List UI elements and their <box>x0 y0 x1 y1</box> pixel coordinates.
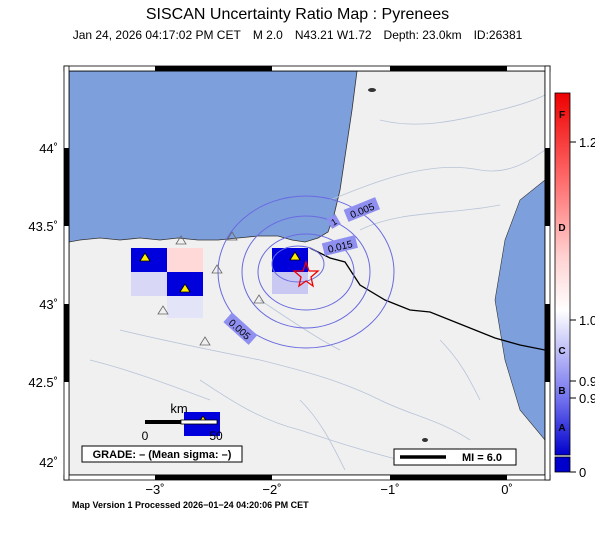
lat-label: 43˚ <box>39 297 58 312</box>
station-triangle-icon <box>289 251 301 261</box>
station-triangle-icon <box>211 264 223 274</box>
event-location: N43.21 W1.72 <box>294 28 372 42</box>
sea-bay-of-biscay <box>69 71 358 243</box>
contour-label: 1 <box>329 216 338 227</box>
colorbar-value: 0.9 <box>579 391 595 406</box>
epicenter-star-icon <box>292 259 320 288</box>
colorbar-value: 0.9 <box>579 374 595 389</box>
colorbar-value: 1.0 <box>579 313 595 328</box>
scale-end: 50 <box>209 429 223 443</box>
lat-label: 42.5˚ <box>28 375 58 390</box>
colorbar-value: 0 <box>579 465 586 480</box>
island <box>368 88 376 92</box>
colorbar-value: 1.2 <box>579 135 595 150</box>
processing-footer: Map Version 1 Processed 2026−01−24 04:20… <box>72 500 309 510</box>
event-id: ID:26381 <box>473 28 523 42</box>
map-title: SISCAN Uncertainty Ratio Map : Pyrenees <box>145 6 450 23</box>
cell <box>131 272 167 296</box>
grade-letter: C <box>558 346 565 357</box>
grade-letter: D <box>558 223 565 234</box>
lon-label: −2˚ <box>262 482 281 497</box>
event-info: Jan 24, 2026 04:17:02 PM CET M 2.0 N43.21 … <box>0 28 595 42</box>
sea-mediterranean <box>494 179 545 441</box>
station-triangle-icon <box>139 252 151 262</box>
scale-start: 0 <box>142 429 149 443</box>
event-magnitude: M 2.0 <box>252 28 283 42</box>
station-triangle-icon <box>157 305 169 315</box>
scale-bar: km 0 50 <box>142 401 223 443</box>
mi-text: MI = 6.0 <box>462 452 502 464</box>
station-triangle-icon <box>253 294 265 304</box>
lon-axis: −3˚ −2˚ −1˚ 0˚ <box>145 482 512 497</box>
island <box>422 438 428 442</box>
grade-letter: B <box>558 386 565 397</box>
station-triangle-icon <box>199 336 211 346</box>
contours <box>217 195 395 349</box>
map-area: 0.005 0.015 0.005 1 km 0 50 <box>69 71 545 475</box>
colorbar-values: 1.2 1.0 0.9 0.9 0 <box>570 135 595 480</box>
grade-letter: A <box>558 423 565 434</box>
lat-label: 42˚ <box>39 455 58 470</box>
lon-label: 0˚ <box>501 482 513 497</box>
lat-label: 44˚ <box>39 141 58 156</box>
event-depth: Depth: 23.0km <box>383 28 462 42</box>
map-frame <box>63 65 551 481</box>
event-datetime: Jan 24, 2026 04:17:02 PM CET <box>72 28 241 42</box>
country-border <box>309 247 545 351</box>
station-triangle-icon <box>226 231 238 241</box>
colorbar-letters: F D C B A <box>558 110 565 434</box>
cell <box>167 296 203 318</box>
station-triangle-icon <box>175 235 187 245</box>
lat-axis: 44˚ 43.5˚ 43˚ 42.5˚ 42˚ <box>28 141 58 470</box>
station-triangle-icon <box>179 283 191 293</box>
colorbar: F D C B A 1.2 1.0 0.9 0.9 0 <box>554 92 595 480</box>
grade-box: GRADE: – (Mean sigma: –) <box>81 445 243 463</box>
lat-label: 43.5˚ <box>28 219 58 234</box>
mi-legend: MI = 6.0 <box>393 448 517 466</box>
grade-letter: F <box>559 110 565 121</box>
colorbar-min-swatch <box>554 456 571 473</box>
lon-label: −3˚ <box>145 482 164 497</box>
lon-label: −1˚ <box>380 482 399 497</box>
scale-unit: km <box>170 401 187 416</box>
cell <box>167 248 203 272</box>
grade-text: GRADE: – (Mean sigma: –) <box>93 449 232 461</box>
